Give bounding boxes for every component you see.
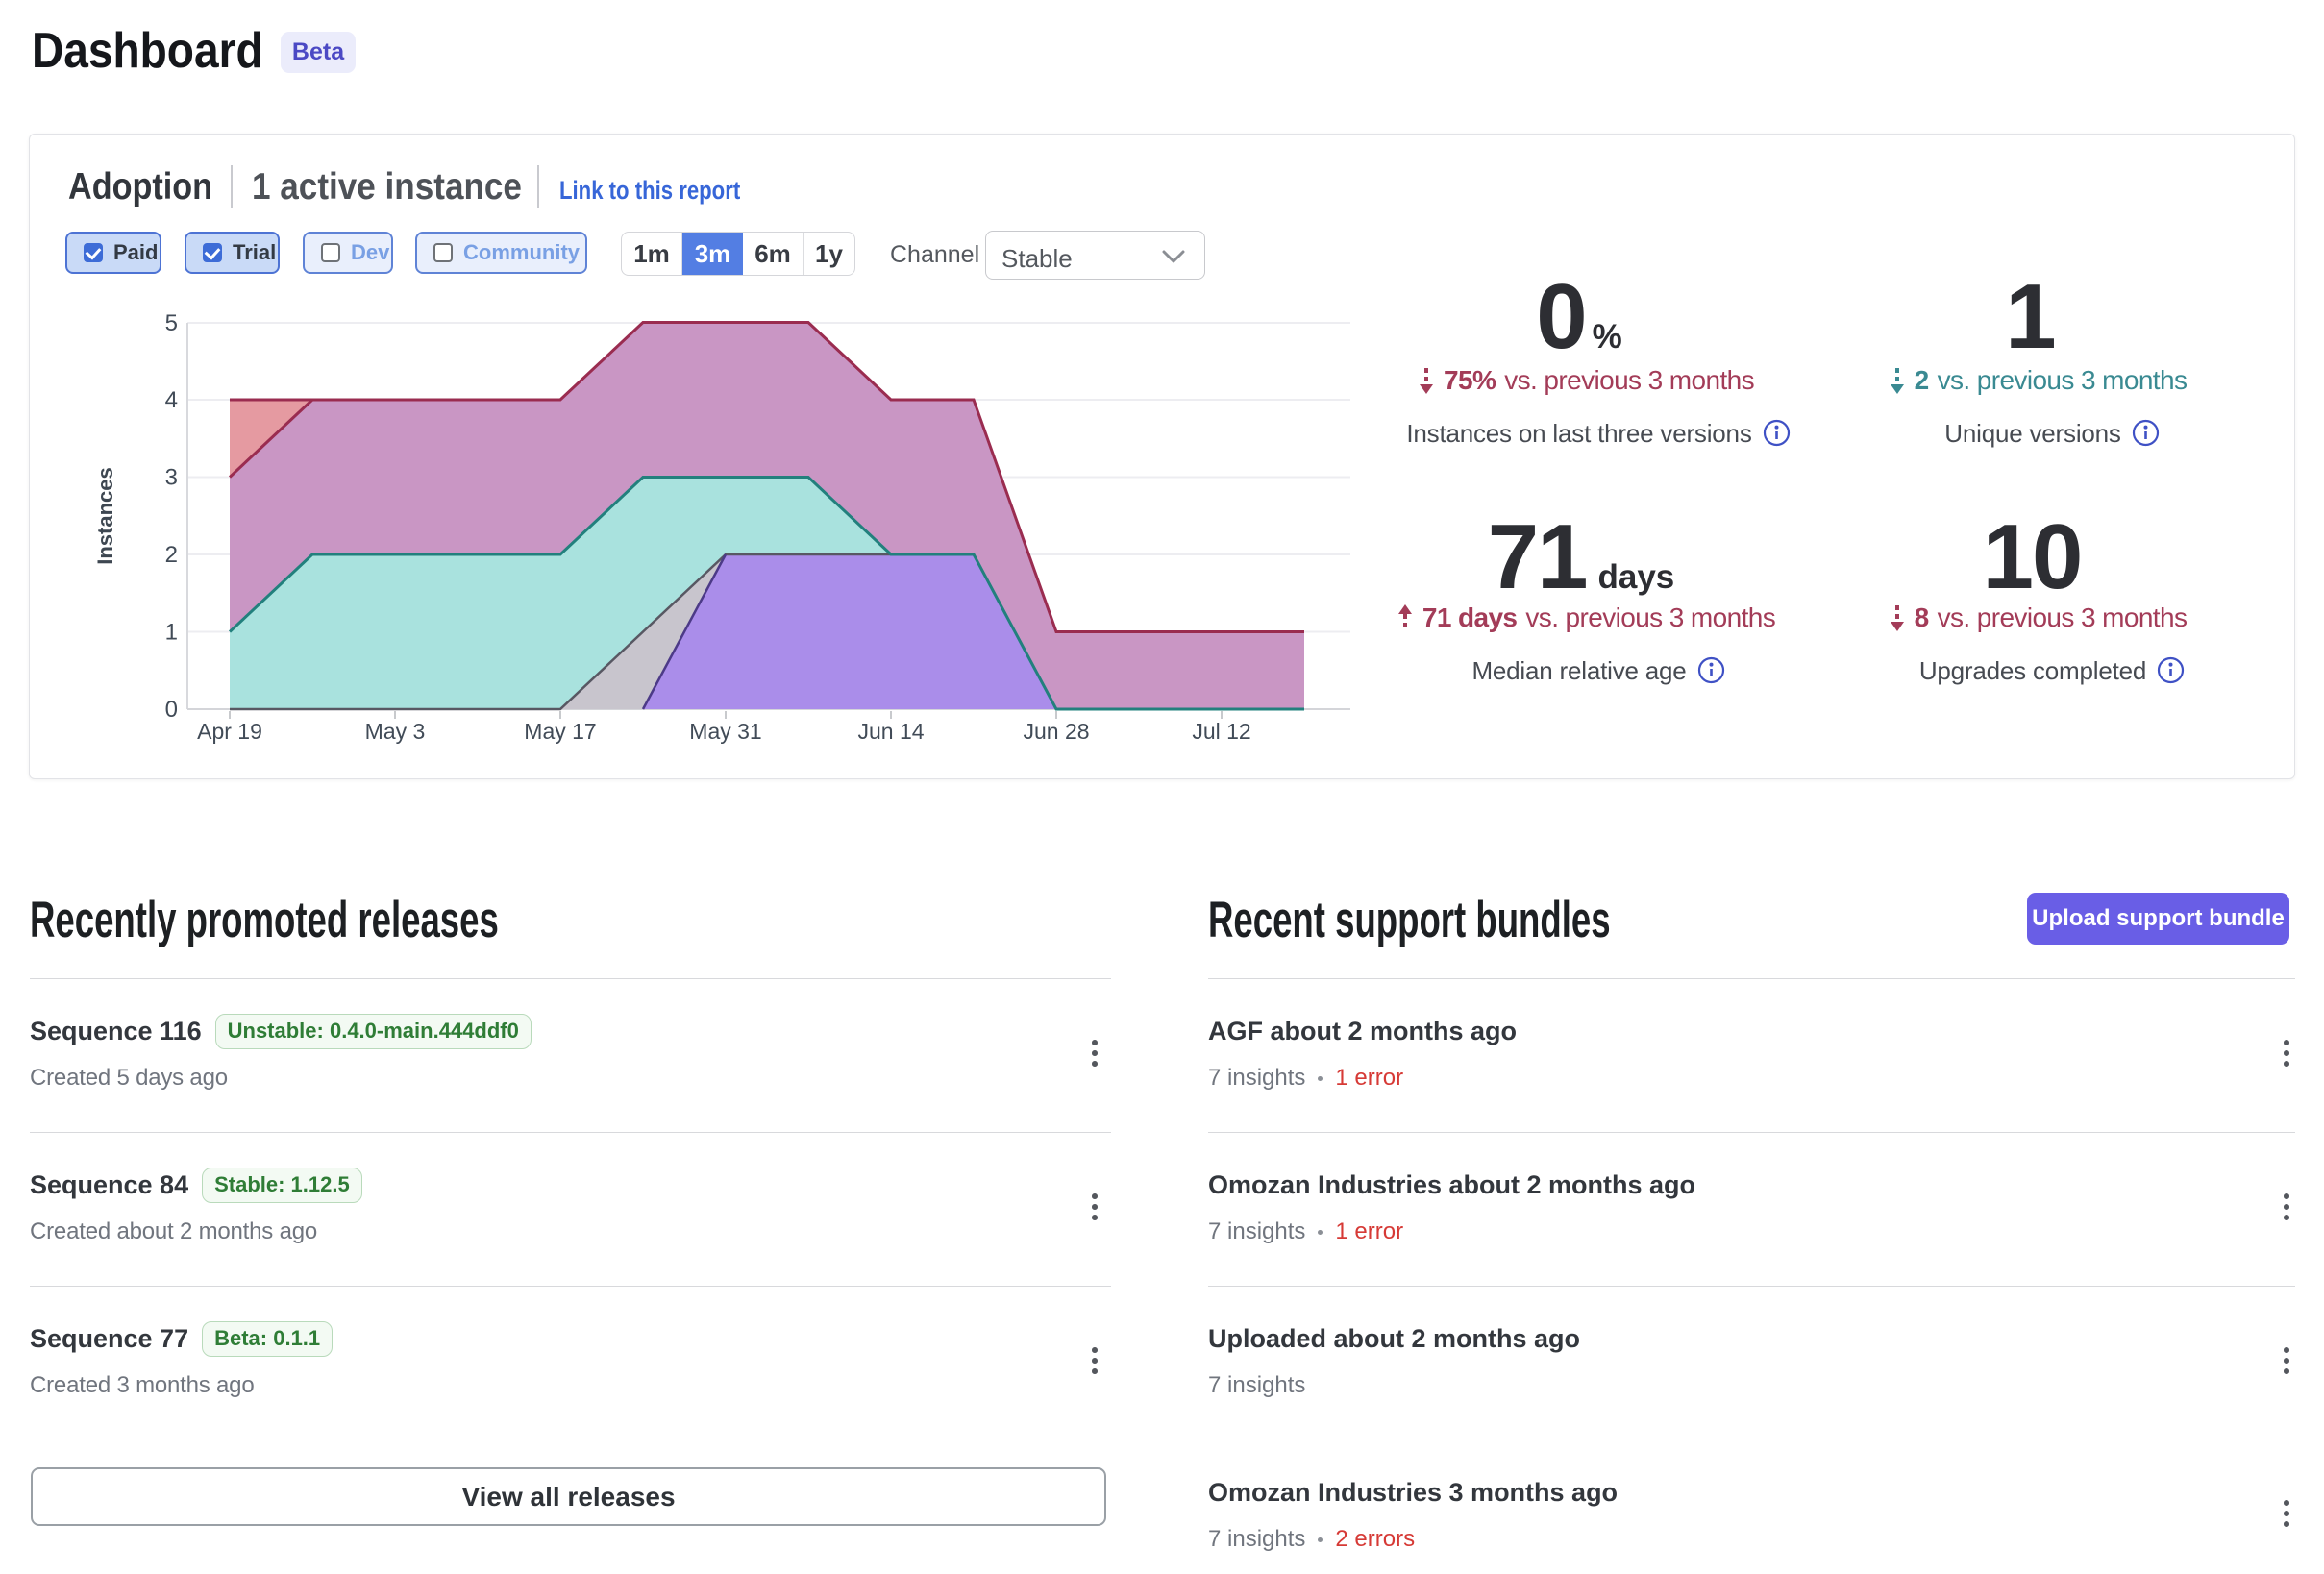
svg-text:May 31: May 31	[689, 719, 761, 744]
svg-text:Jul 12: Jul 12	[1192, 719, 1250, 744]
svg-text:5: 5	[165, 310, 178, 336]
svg-text:2: 2	[165, 542, 178, 568]
svg-text:0: 0	[165, 697, 178, 723]
svg-text:May 17: May 17	[524, 719, 596, 744]
svg-text:May 3: May 3	[365, 719, 426, 744]
svg-text:Jun 14: Jun 14	[857, 719, 924, 744]
svg-text:1: 1	[165, 620, 178, 646]
svg-text:4: 4	[165, 387, 178, 413]
svg-text:3: 3	[165, 465, 178, 491]
svg-text:Apr 19: Apr 19	[197, 719, 262, 744]
svg-text:Jun 28: Jun 28	[1023, 719, 1089, 744]
svg-text:Instances: Instances	[93, 467, 117, 565]
